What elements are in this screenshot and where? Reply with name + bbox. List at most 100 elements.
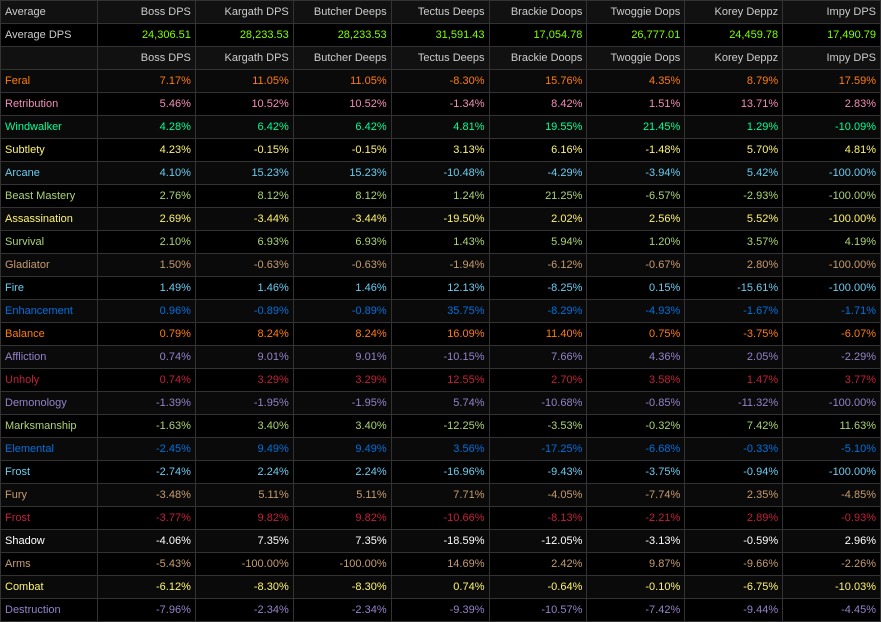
cell-value: -100.00% bbox=[783, 461, 881, 484]
cell-value: -100.00% bbox=[783, 277, 881, 300]
cell-value: -10.48% bbox=[391, 162, 489, 185]
spec-name[interactable]: Fire bbox=[1, 277, 98, 300]
cell-value: 1.51% bbox=[587, 93, 685, 116]
cell-value: 11.40% bbox=[489, 323, 587, 346]
cell-value: 1.47% bbox=[685, 369, 783, 392]
cell-value: -2.26% bbox=[783, 553, 881, 576]
cell-value: 21.45% bbox=[587, 116, 685, 139]
spec-name[interactable]: Demonology bbox=[1, 392, 98, 415]
spec-name[interactable]: Frost bbox=[1, 507, 98, 530]
spec-name[interactable]: Unholy bbox=[1, 369, 98, 392]
cell-value: 15.23% bbox=[293, 162, 391, 185]
spec-name[interactable]: Gladiator bbox=[1, 254, 98, 277]
cell-value: -8.25% bbox=[489, 277, 587, 300]
cell-value: 4.10% bbox=[98, 162, 196, 185]
spec-name[interactable]: Affliction bbox=[1, 346, 98, 369]
cell-value: 10.52% bbox=[195, 93, 293, 116]
table-row: Fire1.49%1.46%1.46%12.13%-8.25%0.15%-15.… bbox=[1, 277, 881, 300]
cell-value: 0.74% bbox=[98, 369, 196, 392]
table-row: Subtlety4.23%-0.15%-0.15%3.13%6.16%-1.48… bbox=[1, 139, 881, 162]
header-row-2: Boss DPSKargath DPSButcher DeepsTectus D… bbox=[1, 47, 881, 70]
cell-value: -10.09% bbox=[783, 116, 881, 139]
cell-value: 6.42% bbox=[195, 116, 293, 139]
cell-value: -16.96% bbox=[391, 461, 489, 484]
cell-value: 5.42% bbox=[685, 162, 783, 185]
spec-name[interactable]: Subtlety bbox=[1, 139, 98, 162]
spec-name[interactable]: Beast Mastery bbox=[1, 185, 98, 208]
col-header[interactable]: Korey Deppz bbox=[685, 1, 783, 24]
table-row: Balance0.79%8.24%8.24%16.09%11.40%0.75%-… bbox=[1, 323, 881, 346]
spec-name[interactable]: Balance bbox=[1, 323, 98, 346]
cell-value: -3.75% bbox=[587, 461, 685, 484]
cell-value: -3.94% bbox=[587, 162, 685, 185]
col-header[interactable]: Impy DPS bbox=[783, 47, 881, 70]
col-header[interactable] bbox=[1, 47, 98, 70]
col-header[interactable]: Kargath DPS bbox=[195, 1, 293, 24]
cell-value: -100.00% bbox=[783, 392, 881, 415]
cell-value: 2.70% bbox=[489, 369, 587, 392]
cell-value: -11.32% bbox=[685, 392, 783, 415]
cell-value: -4.93% bbox=[587, 300, 685, 323]
table-row: Arms-5.43%-100.00%-100.00%14.69%2.42%9.8… bbox=[1, 553, 881, 576]
col-header[interactable]: Twoggie Dops bbox=[587, 1, 685, 24]
cell-value: 12.13% bbox=[391, 277, 489, 300]
cell-value: -8.30% bbox=[293, 576, 391, 599]
cell-value: 35.75% bbox=[391, 300, 489, 323]
cell-value: -0.94% bbox=[685, 461, 783, 484]
spec-name[interactable]: Destruction bbox=[1, 599, 98, 622]
col-header[interactable]: Boss DPS bbox=[98, 1, 196, 24]
col-header[interactable]: Boss DPS bbox=[98, 47, 196, 70]
spec-name[interactable]: Survival bbox=[1, 231, 98, 254]
col-header[interactable]: Butcher Deeps bbox=[293, 1, 391, 24]
spec-name[interactable]: Frost bbox=[1, 461, 98, 484]
spec-name[interactable]: Combat bbox=[1, 576, 98, 599]
cell-value: -18.59% bbox=[391, 530, 489, 553]
col-header[interactable]: Korey Deppz bbox=[685, 47, 783, 70]
col-header[interactable]: Tectus Deeps bbox=[391, 47, 489, 70]
cell-value: -0.33% bbox=[685, 438, 783, 461]
cell-value: 8.24% bbox=[293, 323, 391, 346]
col-header[interactable]: Kargath DPS bbox=[195, 47, 293, 70]
cell-value: -2.93% bbox=[685, 185, 783, 208]
cell-value: -0.67% bbox=[587, 254, 685, 277]
spec-name[interactable]: Arcane bbox=[1, 162, 98, 185]
spec-name[interactable]: Enhancement bbox=[1, 300, 98, 323]
cell-value: -4.06% bbox=[98, 530, 196, 553]
avg-value: 17,490.79 bbox=[783, 24, 881, 47]
col-header[interactable]: Tectus Deeps bbox=[391, 1, 489, 24]
cell-value: 3.40% bbox=[195, 415, 293, 438]
col-header[interactable]: Brackie Doops bbox=[489, 1, 587, 24]
spec-name[interactable]: Elemental bbox=[1, 438, 98, 461]
cell-value: 3.40% bbox=[293, 415, 391, 438]
cell-value: 2.89% bbox=[685, 507, 783, 530]
cell-value: -9.44% bbox=[685, 599, 783, 622]
cell-value: -6.12% bbox=[489, 254, 587, 277]
spec-name[interactable]: Fury bbox=[1, 484, 98, 507]
spec-name[interactable]: Assassination bbox=[1, 208, 98, 231]
spec-name[interactable]: Shadow bbox=[1, 530, 98, 553]
table-row: Combat-6.12%-8.30%-8.30%0.74%-0.64%-0.10… bbox=[1, 576, 881, 599]
cell-value: 1.29% bbox=[685, 116, 783, 139]
cell-value: 2.24% bbox=[293, 461, 391, 484]
table-row: Fury-3.48%5.11%5.11%7.71%-4.05%-7.74%2.3… bbox=[1, 484, 881, 507]
col-header[interactable]: Brackie Doops bbox=[489, 47, 587, 70]
cell-value: 6.93% bbox=[293, 231, 391, 254]
spec-name[interactable]: Feral bbox=[1, 70, 98, 93]
spec-name[interactable]: Retribution bbox=[1, 93, 98, 116]
cell-value: 17.59% bbox=[783, 70, 881, 93]
cell-value: 8.12% bbox=[293, 185, 391, 208]
cell-value: 21.25% bbox=[489, 185, 587, 208]
cell-value: -3.53% bbox=[489, 415, 587, 438]
col-header[interactable]: Average bbox=[1, 1, 98, 24]
cell-value: 2.10% bbox=[98, 231, 196, 254]
spec-name[interactable]: Windwalker bbox=[1, 116, 98, 139]
cell-value: 4.28% bbox=[98, 116, 196, 139]
spec-name[interactable]: Arms bbox=[1, 553, 98, 576]
col-header[interactable]: Impy DPS bbox=[783, 1, 881, 24]
cell-value: -1.39% bbox=[98, 392, 196, 415]
avg-value: 17,054.78 bbox=[489, 24, 587, 47]
col-header[interactable]: Twoggie Dops bbox=[587, 47, 685, 70]
cell-value: 2.56% bbox=[587, 208, 685, 231]
col-header[interactable]: Butcher Deeps bbox=[293, 47, 391, 70]
spec-name[interactable]: Marksmanship bbox=[1, 415, 98, 438]
